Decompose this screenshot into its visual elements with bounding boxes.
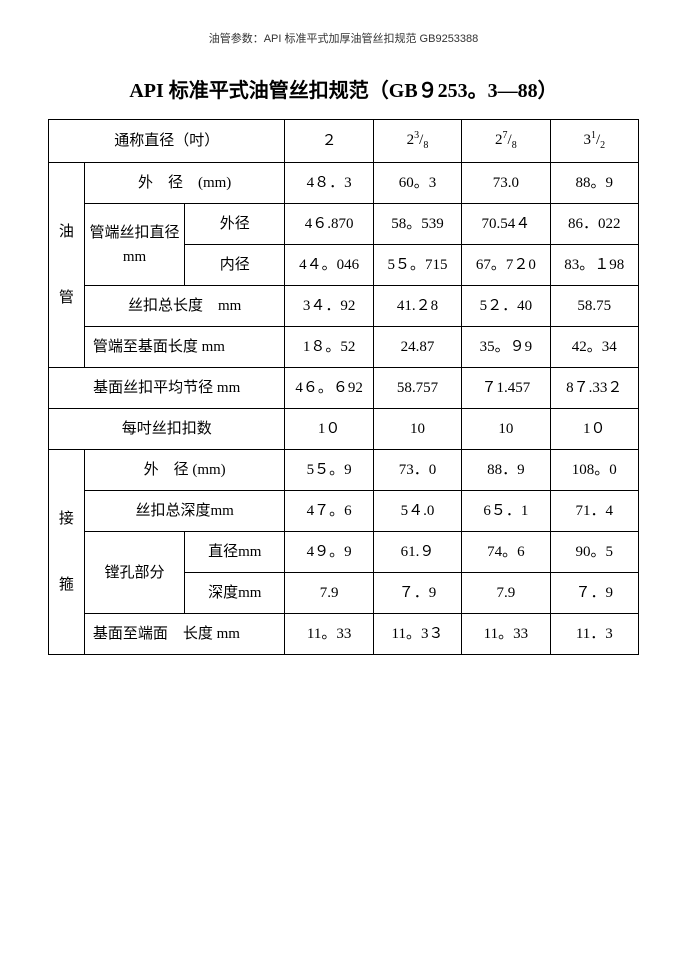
cell: 35。９9 xyxy=(462,327,550,368)
pipe-outer-label: 外 径 (mm) xyxy=(84,163,285,204)
cell: 10 xyxy=(373,409,461,450)
thread-depth-label: 丝扣总深度mm xyxy=(84,491,285,532)
row-end-to-base: 管端至基面长度 mm 1８。52 24.87 35。９9 42。34 xyxy=(49,327,639,368)
coupling-outer-label: 外 径 (mm) xyxy=(84,450,285,491)
dia-col-3: 27/8 xyxy=(462,120,550,163)
cell: 58.75 xyxy=(550,286,638,327)
cell: ７．9 xyxy=(373,573,461,614)
cell: 5４.0 xyxy=(373,491,461,532)
diameter-label: 通称直径（吋） xyxy=(49,120,285,163)
cell: 4６.870 xyxy=(285,204,373,245)
cell: 88．9 xyxy=(462,450,550,491)
bore-diameter-label: 直径mm xyxy=(185,532,285,573)
cell: 67。7２0 xyxy=(462,245,550,286)
dia-col-1: ２ xyxy=(285,120,373,163)
cell: 61.９ xyxy=(373,532,461,573)
row-end-thread-outer: 管端丝扣直径mm 外径 4６.870 58。539 70.54４ 86．022 xyxy=(49,204,639,245)
cell: 4４。046 xyxy=(285,245,373,286)
row-bore-diameter: 镗孔部分 直径mm 4９。9 61.９ 74。6 90。5 xyxy=(49,532,639,573)
cell: 11。3３ xyxy=(373,614,461,655)
end-to-base-label: 管端至基面长度 mm xyxy=(84,327,285,368)
cell: 1０ xyxy=(285,409,373,450)
row-base-avg-pitch: 基面丝扣平均节径 mm 4６。６92 58.757 ７1.457 8７.33２ xyxy=(49,368,639,409)
base-avg-pitch-label: 基面丝扣平均节径 mm xyxy=(49,368,285,409)
cell: 58.757 xyxy=(373,368,461,409)
bore-depth-label: 深度mm xyxy=(185,573,285,614)
row-threads-per-inch: 每吋丝扣扣数 1０ 10 10 1０ xyxy=(49,409,639,450)
cell: 73．0 xyxy=(373,450,461,491)
row-diameter-header: 通称直径（吋） ２ 23/8 27/8 31/2 xyxy=(49,120,639,163)
cell: 7.9 xyxy=(285,573,373,614)
cell: 86．022 xyxy=(550,204,638,245)
cell: 11。33 xyxy=(462,614,550,655)
cell: ７1.457 xyxy=(462,368,550,409)
cell: 5５。9 xyxy=(285,450,373,491)
cell: 41.２8 xyxy=(373,286,461,327)
cell: 42。34 xyxy=(550,327,638,368)
cell: 4６。６92 xyxy=(285,368,373,409)
cell: 8７.33２ xyxy=(550,368,638,409)
base-to-end-label: 基面至端面 长度 mm xyxy=(84,614,285,655)
cell: 90。5 xyxy=(550,532,638,573)
row-pipe-outer: 油管 外 径 (mm) 4８．3 60。3 73.0 88。9 xyxy=(49,163,639,204)
cell: 5２．40 xyxy=(462,286,550,327)
cell: 70.54４ xyxy=(462,204,550,245)
pipe-side-label: 油管 xyxy=(49,163,85,368)
cell: 71．4 xyxy=(550,491,638,532)
cell: 11．3 xyxy=(550,614,638,655)
cell: 11。33 xyxy=(285,614,373,655)
bore-label: 镗孔部分 xyxy=(84,532,184,614)
cell: 4８．3 xyxy=(285,163,373,204)
spec-table: 通称直径（吋） ２ 23/8 27/8 31/2 油管 外 径 (mm) 4８．… xyxy=(48,119,639,655)
row-thread-total-len: 丝扣总长度 mm 3４．92 41.２8 5２．40 58.75 xyxy=(49,286,639,327)
dia-col-4: 31/2 xyxy=(550,120,638,163)
cell: 6５．1 xyxy=(462,491,550,532)
cell: 5５。715 xyxy=(373,245,461,286)
thread-total-len-label: 丝扣总长度 mm xyxy=(84,286,285,327)
coupling-side-label: 接箍 xyxy=(49,450,85,655)
cell: ７．9 xyxy=(550,573,638,614)
cell: 88。9 xyxy=(550,163,638,204)
page-header: 油管参数：API 标准平式加厚油管丝扣规范 GB9253388 xyxy=(48,30,639,46)
threads-per-inch-label: 每吋丝扣扣数 xyxy=(49,409,285,450)
cell: 24.87 xyxy=(373,327,461,368)
row-coupling-outer: 接箍 外 径 (mm) 5５。9 73．0 88．9 108。0 xyxy=(49,450,639,491)
end-thread-outer-label: 外径 xyxy=(185,204,285,245)
cell: 74。6 xyxy=(462,532,550,573)
end-thread-inner-label: 内径 xyxy=(185,245,285,286)
row-base-to-end: 基面至端面 长度 mm 11。33 11。3３ 11。33 11．3 xyxy=(49,614,639,655)
page-title: API 标准平式油管丝扣规范（GB９253。3—88） xyxy=(48,74,639,103)
cell: 60。3 xyxy=(373,163,461,204)
cell: 58。539 xyxy=(373,204,461,245)
cell: 1８。52 xyxy=(285,327,373,368)
cell: 83。１98 xyxy=(550,245,638,286)
dia-col-2: 23/8 xyxy=(373,120,461,163)
cell: 10 xyxy=(462,409,550,450)
cell: 3４．92 xyxy=(285,286,373,327)
cell: 4９。9 xyxy=(285,532,373,573)
cell: 1０ xyxy=(550,409,638,450)
cell: 73.0 xyxy=(462,163,550,204)
cell: 7.9 xyxy=(462,573,550,614)
cell: 108。0 xyxy=(550,450,638,491)
cell: 4７。6 xyxy=(285,491,373,532)
end-thread-label: 管端丝扣直径mm xyxy=(84,204,184,286)
row-thread-depth: 丝扣总深度mm 4７。6 5４.0 6５．1 71．4 xyxy=(49,491,639,532)
